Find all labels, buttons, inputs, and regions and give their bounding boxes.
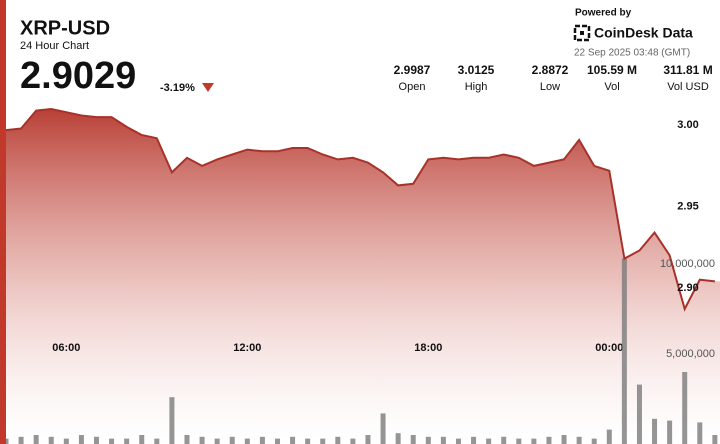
timestamp: 22 Sep 2025 03:48 (GMT) [574, 48, 690, 59]
volume-bar [425, 436, 431, 444]
volume-bar [591, 438, 597, 444]
x-tick-label: 00:00 [595, 342, 623, 354]
y2-tick-label: 5,000,000 [666, 348, 715, 360]
brand-icon [573, 24, 591, 42]
volume-bar [335, 436, 341, 444]
stat-value: 2.9987 [394, 63, 431, 77]
x-tick-label: 06:00 [52, 342, 80, 354]
volume-bar [109, 438, 115, 444]
brand: CoinDesk Data [594, 25, 693, 41]
volume-bar [199, 436, 205, 444]
stat-label: Open [399, 81, 426, 93]
y-tick-label: 3.00 [677, 119, 698, 131]
volume-bar [305, 438, 311, 444]
volume-bar [320, 438, 326, 444]
volume-bar [259, 436, 265, 444]
price: 2.9029 [20, 55, 136, 97]
stat-value: 2.8872 [532, 63, 569, 77]
price-area [6, 109, 720, 444]
y-tick-label: 2.95 [677, 200, 698, 212]
stat-label: Vol [604, 81, 619, 93]
volume-bar [410, 435, 416, 444]
volume-bar [455, 438, 461, 444]
volume-bar [440, 436, 446, 444]
volume-bar [471, 436, 477, 444]
volume-bar [697, 422, 703, 444]
accent-bar [0, 0, 6, 444]
volume-bar [63, 438, 69, 444]
volume-bar [350, 438, 356, 444]
volume-bar [667, 420, 673, 444]
volume-bar [214, 438, 220, 444]
volume-bar [561, 435, 567, 444]
volume-bar [652, 418, 658, 444]
title: XRP-USD [20, 17, 110, 39]
volume-bar [184, 435, 190, 444]
volume-bar [501, 436, 507, 444]
volume-bar [78, 435, 84, 444]
volume-bar [229, 436, 235, 444]
volume-bar [682, 372, 688, 444]
subtitle: 24 Hour Chart [20, 40, 89, 52]
volume-bar [636, 384, 642, 444]
price-line [5, 107, 716, 312]
y-tick-label: 2.90 [677, 282, 698, 294]
volume-bar [290, 436, 296, 444]
volume-bar [516, 438, 522, 444]
volume-bar [139, 435, 145, 444]
volume-bar [154, 438, 160, 444]
x-tick-label: 18:00 [414, 342, 442, 354]
volume-bar [395, 433, 401, 444]
volume-bar [606, 429, 612, 444]
volume-bar [124, 438, 130, 444]
stat-value: 3.0125 [458, 63, 495, 77]
x-tick-label: 12:00 [233, 342, 261, 354]
volume-bar [244, 438, 250, 444]
stat-value: 105.59 M [587, 63, 637, 77]
powered-by: Powered by [575, 8, 632, 19]
volume-bar [274, 438, 280, 444]
stat-label: Low [540, 81, 560, 93]
volume-bar [621, 258, 627, 444]
volume-bar [546, 436, 552, 444]
stat-value: 311.81 M [663, 63, 712, 77]
y2-tick-label: 10,000,000 [660, 258, 715, 270]
volume-bar [33, 435, 39, 444]
volume-bar [365, 435, 371, 444]
down-arrow [202, 83, 214, 92]
volume-bar [576, 436, 582, 444]
volume-bar [486, 438, 492, 444]
volume-bar [169, 397, 175, 444]
volume-bar [18, 436, 24, 444]
volume-bar [380, 413, 386, 444]
volume-bar [48, 436, 54, 444]
volume-bar [712, 435, 718, 444]
volume-bar [93, 436, 99, 444]
change: -3.19% [160, 82, 195, 94]
stat-label: Vol USD [667, 81, 709, 93]
volume-bar [531, 438, 537, 444]
stat-label: High [465, 81, 488, 93]
